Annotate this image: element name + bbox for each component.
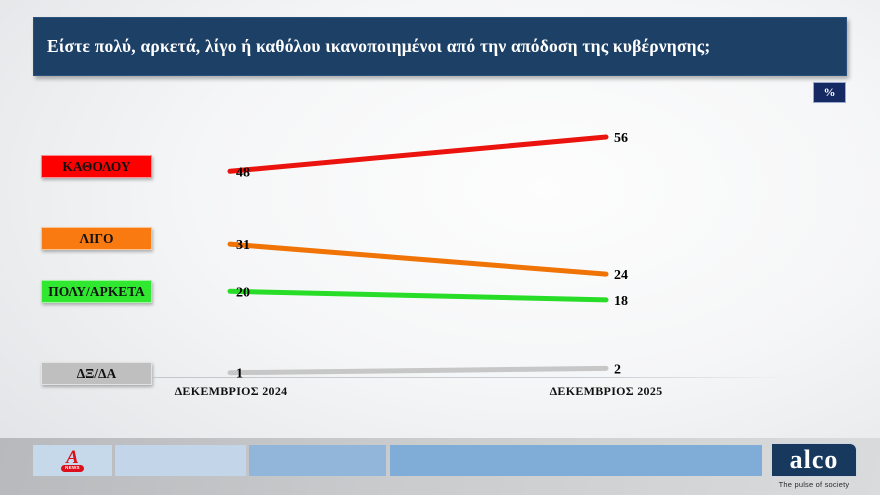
alpha-a-letter: A [66,446,79,468]
legend-ligo: ΛΙΓΟ [41,227,152,250]
alco-logo-text: alco [789,445,839,474]
svg-text:48: 48 [236,165,250,180]
x-tick-dec-2024: ΔΕΚΕΜΒΡΙΟΣ 2024 [174,384,288,398]
question-header: Είστε πολύ, αρκετά, λίγο ή καθόλου ικανο… [33,17,847,76]
question-title: Είστε πολύ, αρκετά, λίγο ή καθόλου ικανο… [47,36,711,56]
alpha-news-logo: A NEWS [61,446,84,473]
svg-text:18: 18 [614,294,628,309]
x-tick-dec-2025: ΔΕΚΕΜΒΡΙΟΣ 2025 [549,384,663,398]
legend-dx-da: ΔΞ/ΔΑ [41,362,152,385]
percent-unit-badge: % [813,82,846,103]
alpha-news-badge: NEWS [61,464,84,473]
footer-tile-2 [115,445,246,476]
svg-text:20: 20 [236,285,250,300]
legend-poly-arketa: ΠΟΛΥ/ΑΡΚΕΤΑ [41,280,152,303]
footer-tile-3 [249,445,386,476]
alco-tagline: The pulse of society [778,480,850,489]
svg-text:56: 56 [614,131,628,146]
svg-text:2: 2 [614,362,621,377]
x-axis-baseline [152,377,792,378]
legend-katholoy: ΚΑΘΟΛΟΥ [41,155,152,178]
svg-text:31: 31 [236,238,250,253]
svg-text:24: 24 [614,268,628,283]
footer-tile-channel: A NEWS [33,445,112,476]
footer-tile-4 [390,445,762,476]
svg-text:1: 1 [236,367,243,382]
alco-logo: alco [771,443,857,477]
